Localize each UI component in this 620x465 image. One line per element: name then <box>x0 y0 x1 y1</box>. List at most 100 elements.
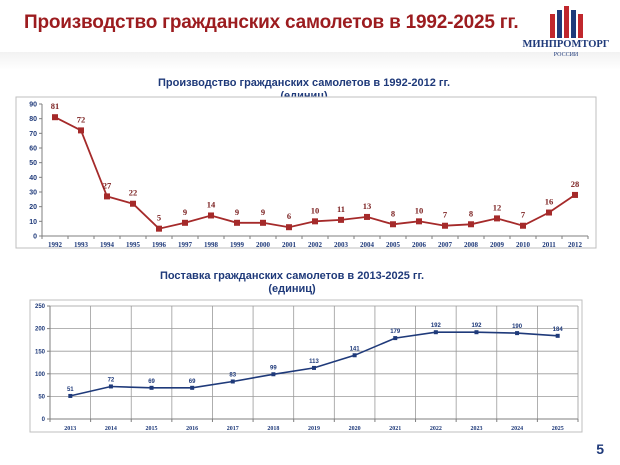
chart2-point <box>393 336 398 341</box>
chart1-point <box>208 212 214 219</box>
chart1-x-tick-label: 2009 <box>490 241 505 249</box>
chart2-point <box>352 353 357 358</box>
chart2-point <box>474 330 479 335</box>
chart1-data-label: 5 <box>157 213 161 223</box>
chart2-data-label: 99 <box>270 365 277 371</box>
chart1-point <box>390 221 396 228</box>
chart2-x-tick-label: 2021 <box>389 426 401 432</box>
chart2-data-label: 190 <box>512 324 523 330</box>
chart1-point <box>468 221 474 228</box>
logo: МИНПРОМТОРГ РОССИИ <box>520 4 612 64</box>
chart2-point <box>190 385 195 390</box>
chart1-y-tick-label: 50 <box>29 160 37 167</box>
chart1-x-tick-label: 2004 <box>360 241 375 249</box>
chart2-data-label: 51 <box>67 387 74 393</box>
chart2-title-line2: (единиц) <box>268 283 316 295</box>
chart2-data-label: 72 <box>108 377 115 383</box>
chart1-point <box>338 216 344 223</box>
chart1-x-tick-label: 2008 <box>464 241 479 249</box>
chart2-frame <box>29 299 583 433</box>
chart1-y-tick-label: 40 <box>29 175 37 182</box>
chart1-point <box>78 127 84 134</box>
chart2-x-tick-label: 2019 <box>308 426 320 432</box>
chart2-point <box>312 365 316 370</box>
chart1-y-tick-label: 70 <box>29 131 37 138</box>
chart1-y-tick-label: 30 <box>29 189 37 196</box>
chart1-data-label: 6 <box>287 211 291 221</box>
chart1-x-tick-label: 1996 <box>152 241 167 249</box>
chart2-x-tick-label: 2017 <box>227 426 239 432</box>
chart1-data-label: 16 <box>545 197 554 207</box>
chart2-point <box>271 372 276 377</box>
chart1-x-tick-label: 1998 <box>204 241 219 249</box>
chart2-point <box>433 330 438 335</box>
chart2-point <box>515 331 520 336</box>
chart1-data-label: 7 <box>521 210 526 220</box>
chart1-x-tick-label: 1997 <box>178 241 193 249</box>
chart1-data-label: 14 <box>207 199 216 209</box>
chart1-x-tick-label: 2000 <box>256 241 271 249</box>
chart2-x-tick-label: 2020 <box>349 426 361 432</box>
chart1-y-tick-label: 10 <box>29 219 37 226</box>
chart2-point <box>68 393 73 398</box>
chart1-point <box>182 219 188 226</box>
chart1-point <box>572 191 578 198</box>
chart1-y-tick-label: 80 <box>29 116 37 123</box>
chart1-data-label: 22 <box>129 188 138 198</box>
chart1-data-label: 8 <box>469 208 473 218</box>
chart2-x-tick-label: 2025 <box>552 426 564 432</box>
chart2-x-tick-label: 2013 <box>64 426 76 432</box>
chart1-x-tick-label: 2011 <box>542 241 556 249</box>
chart2-x-tick-label: 2015 <box>146 426 158 432</box>
chart1-data-label: 9 <box>261 207 265 217</box>
chart2-data-label: 83 <box>229 372 236 378</box>
chart1-point <box>104 193 110 200</box>
page-number: 5 <box>596 441 604 457</box>
chart1-point <box>494 215 500 222</box>
chart1-x-tick-label: 2002 <box>308 241 323 249</box>
chart2-x-tick-label: 2016 <box>186 426 198 432</box>
chart2-y-tick-label: 200 <box>35 327 46 333</box>
chart2-data-label: 69 <box>189 379 196 385</box>
chart1-data-label: 9 <box>183 207 187 217</box>
logo-emblem-icon <box>550 4 583 38</box>
chart2-y-tick-label: 50 <box>38 395 45 401</box>
chart2-data-label: 179 <box>390 329 401 335</box>
chart1-y-tick-label: 60 <box>29 145 37 152</box>
chart2-x-tick-label: 2023 <box>470 426 482 432</box>
chart1-data-label: 13 <box>363 201 372 211</box>
chart1-x-tick-label: 1993 <box>74 241 89 249</box>
chart1-x-tick-label: 2010 <box>516 241 531 249</box>
chart1-x-tick-label: 2006 <box>412 241 427 249</box>
chart1-frame <box>15 96 597 249</box>
chart1-data-label: 10 <box>415 205 424 215</box>
chart1-data-label: 8 <box>391 208 395 218</box>
chart2-y-tick-label: 250 <box>35 304 46 310</box>
slide-title: Производство гражданских самолетов в 199… <box>24 12 519 33</box>
chart2-x-tick-label: 2018 <box>267 426 279 432</box>
chart1-x-tick-label: 2007 <box>438 241 453 249</box>
chart1-x-tick-label: 1992 <box>48 241 63 249</box>
chart2-y-tick-label: 150 <box>35 349 46 355</box>
chart1-x-tick-label: 2001 <box>282 241 297 249</box>
chart2-point <box>230 379 235 384</box>
chart2-data-label: 184 <box>553 327 564 333</box>
chart2-data-label: 69 <box>148 379 155 385</box>
chart2-point <box>555 333 560 338</box>
chart1-point <box>442 222 448 229</box>
chart1-title-line1: Производство гражданских самолетов в 199… <box>157 77 451 89</box>
chart1-data-label: 27 <box>103 180 112 190</box>
chart2-data-label: 192 <box>471 323 482 329</box>
chart1-y-tick-label: 0 <box>33 233 37 240</box>
chart2-data-label: 192 <box>431 323 442 329</box>
chart1-x-tick-label: 1999 <box>230 241 245 249</box>
chart2-point <box>108 384 113 389</box>
chart2-y-tick-label: 0 <box>42 417 46 423</box>
chart1-data-label: 81 <box>51 101 60 111</box>
chart1-x-tick-label: 2012 <box>568 241 583 249</box>
chart1-data-label: 11 <box>337 204 345 214</box>
chart1-point <box>312 218 318 225</box>
chart1-point <box>364 213 370 220</box>
chart1-point <box>286 224 292 231</box>
